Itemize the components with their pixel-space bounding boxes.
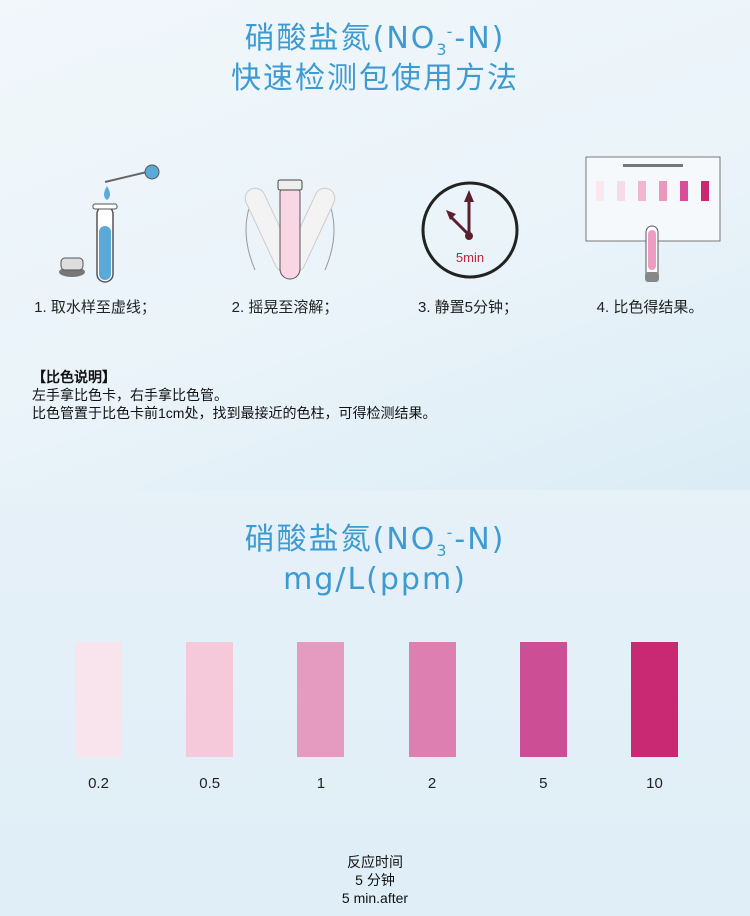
color-swatch-5: [519, 642, 567, 757]
page-title: 硝酸盐氮(NO3--N): [244, 21, 506, 59]
reaction-time-en: 5 min.after: [341, 890, 409, 906]
swatch-label: 2: [427, 775, 437, 792]
color-swatch-1: [297, 642, 345, 757]
color-swatch-0.2: [75, 642, 122, 757]
color-swatch-0.5: [186, 642, 234, 757]
test-tube-dropper-icon: [59, 164, 160, 283]
color-swatch-2: [408, 642, 456, 757]
clock-text: 5min: [456, 250, 484, 265]
step-2-label: 2. 摇晃至溶解；: [231, 299, 339, 316]
swatch-label: 5: [539, 775, 548, 792]
notes-line: 左手拿比色卡，右手拿比色管。: [32, 387, 228, 403]
chart-title: 硝酸盐氮(NO3--N): [244, 522, 506, 560]
comparison-notes: 【比色说明】 左手拿比色卡，右手拿比色管。 比色管置于比色卡前1cm处，找到最接…: [32, 368, 436, 422]
notes-line: 比色管置于比色卡前1cm处，找到最接近的色柱，可得检测结果。: [32, 405, 437, 421]
swatch-label: 0.2: [88, 775, 109, 792]
instructions-panel: [0, 0, 750, 490]
color-card-compare-icon: [585, 156, 721, 282]
notes-heading: 【比色说明】: [32, 369, 116, 385]
step-4-label: 4. 比色得结果。: [596, 299, 704, 316]
swatch-label: 1: [316, 775, 326, 792]
swatch-label: 0.5: [199, 775, 221, 792]
color-swatch-10: [631, 642, 678, 757]
step-1-label: 1. 取水样至虚线；: [34, 299, 156, 316]
chart-unit: mg/L(ppm): [283, 562, 467, 597]
swatch-label: 10: [646, 775, 663, 792]
clock-icon: 5min: [421, 181, 519, 279]
shake-tube-icon: [244, 179, 336, 280]
reaction-time-label: 反应时间: [347, 854, 403, 870]
page-subtitle: 快速检测包使用方法: [231, 61, 519, 96]
step-3-label: 3. 静置5分钟；: [417, 299, 519, 316]
reaction-time: 反应时间 5 分钟 5 min.after: [0, 853, 750, 907]
reaction-time-cn: 5 分钟: [355, 872, 395, 888]
